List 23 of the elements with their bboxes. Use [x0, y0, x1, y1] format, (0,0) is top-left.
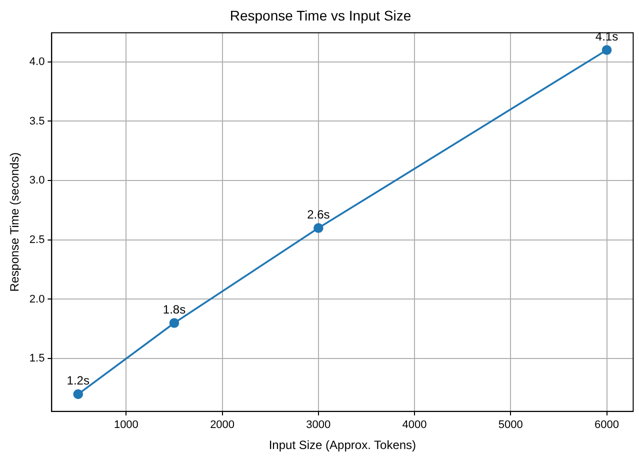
- x-tick-label: 6000: [594, 419, 620, 432]
- x-axis-title: Input Size (Approx. Tokens): [268, 438, 416, 452]
- x-tick-label: 4000: [402, 419, 427, 432]
- chart-title: Response Time vs Input Size: [230, 7, 412, 24]
- point: [169, 318, 180, 328]
- y-tick-label: 3.0: [29, 174, 45, 187]
- x-tick-label: 5000: [498, 419, 523, 432]
- data-label: 1.2s: [66, 374, 90, 388]
- y-tick-label: 1.5: [29, 352, 45, 365]
- y-tick-label: 3.5: [29, 115, 45, 128]
- data-label: 4.1s: [595, 29, 618, 44]
- y-tick-label: 4.0: [29, 56, 45, 68]
- y-tick-label: 2.5: [29, 234, 45, 246]
- data-label: 2.6s: [307, 207, 330, 222]
- point: [602, 45, 612, 55]
- x-tick-label: 3000: [306, 419, 331, 432]
- point: [73, 389, 84, 400]
- x-tick-label: 1000: [114, 419, 138, 432]
- point: [314, 223, 324, 233]
- y-tick-label: 2.0: [29, 293, 45, 306]
- x-tick-label: 2000: [210, 419, 235, 432]
- y-axis-title: Response Time (seconds): [8, 152, 22, 292]
- data-label: 1.8s: [162, 302, 186, 316]
